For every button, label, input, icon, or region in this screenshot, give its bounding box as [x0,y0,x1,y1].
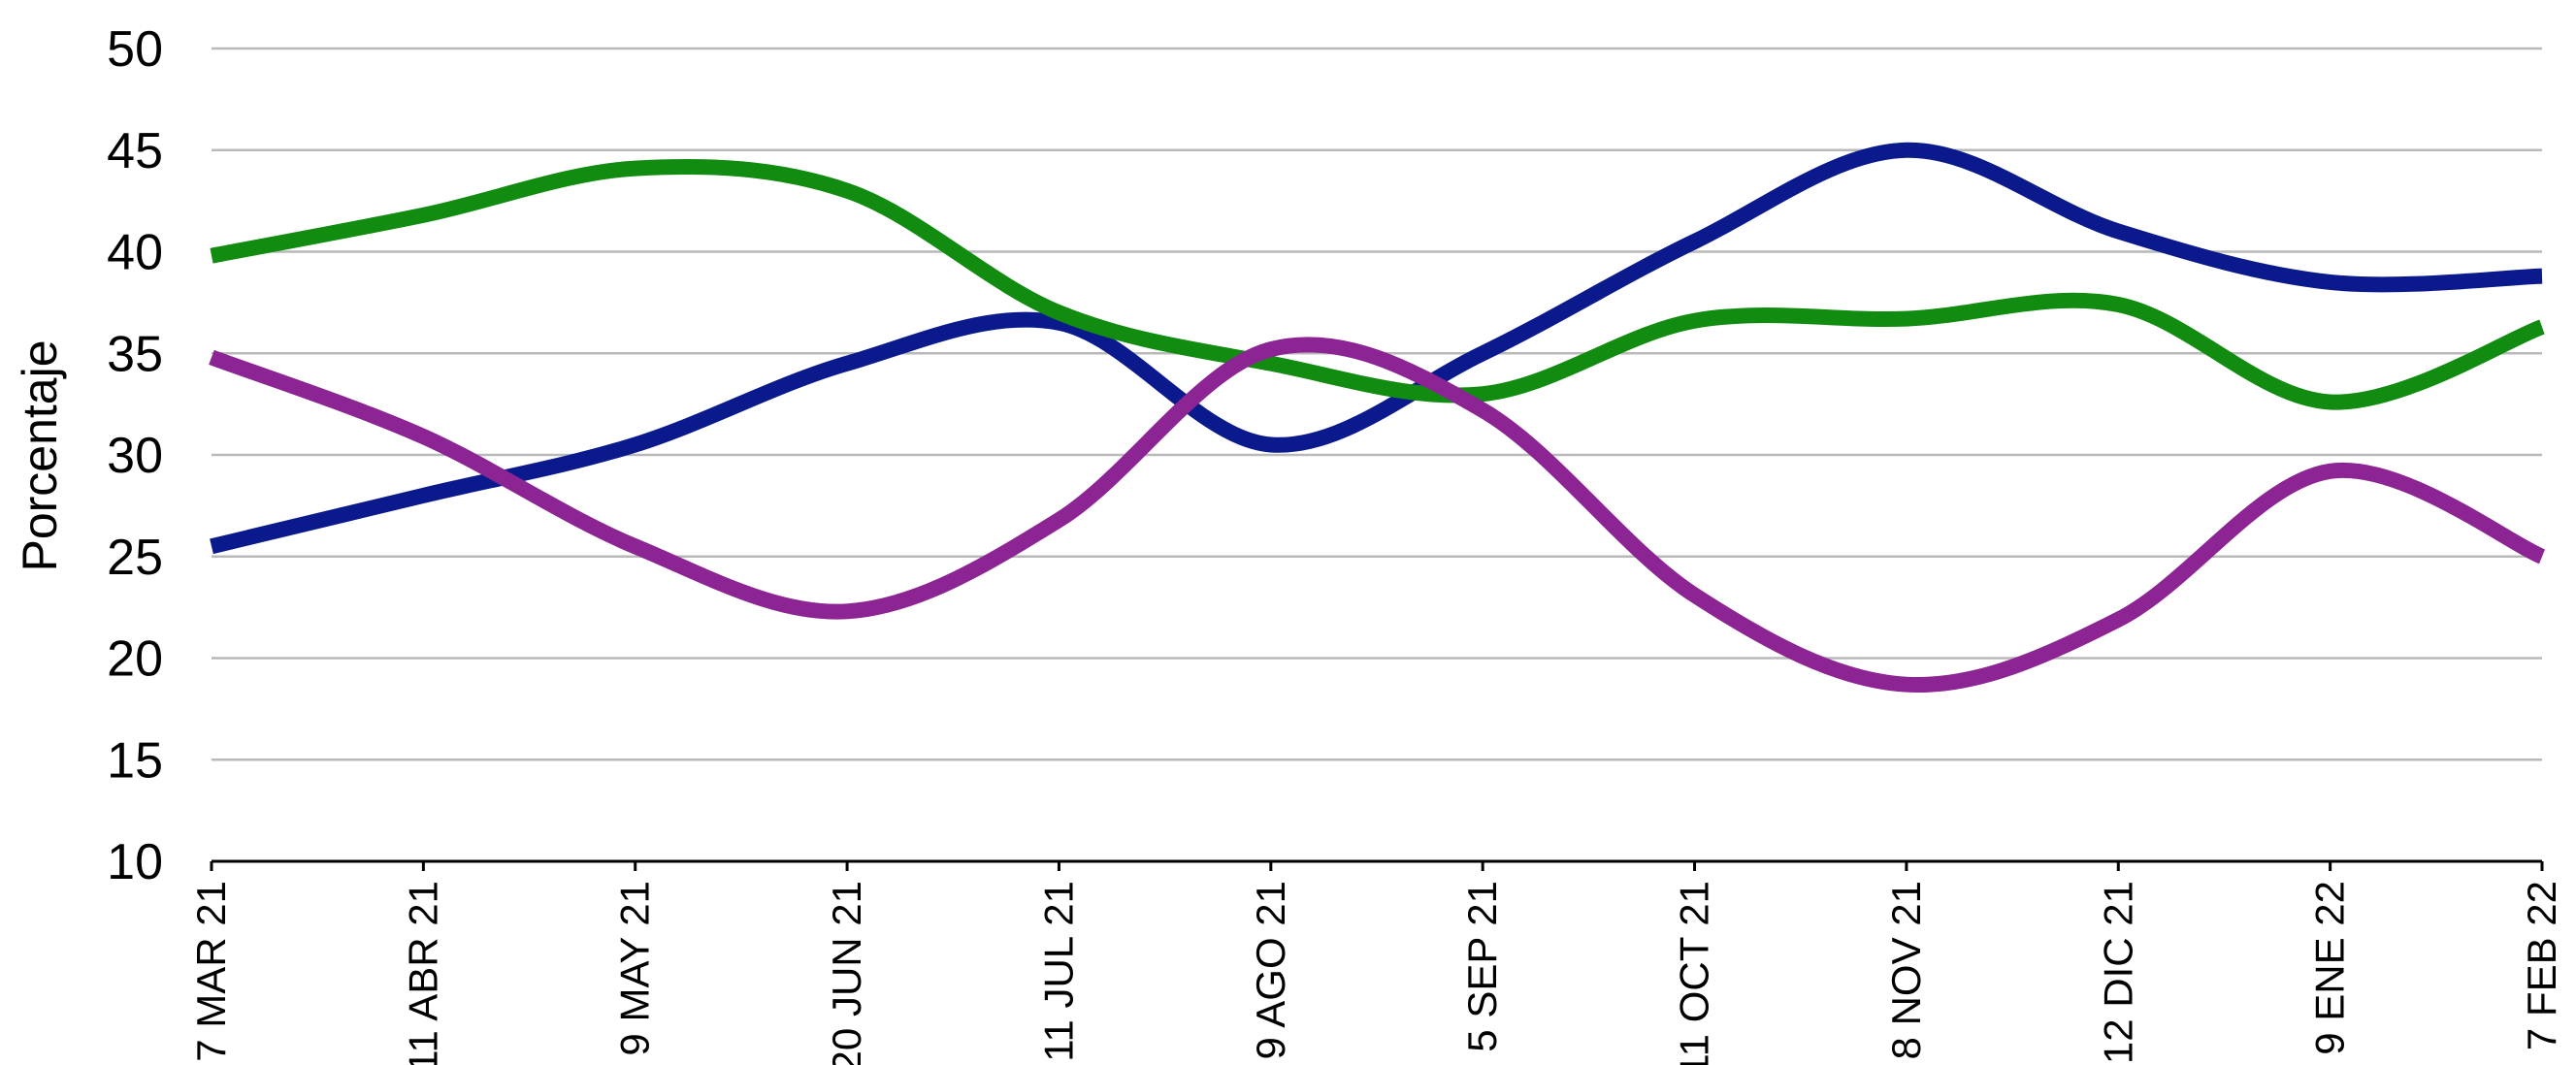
x-tick-label: 9 ENE 22 [2307,881,2353,1055]
y-tick-label: 40 [107,225,163,281]
x-tick-label: 7 FEB 22 [2519,881,2564,1050]
y-tick-label: 45 [107,123,163,179]
y-axis-label: Porcentaje [13,339,67,571]
x-tick-label: 7 MAR 21 [188,881,234,1062]
x-tick-label: 11 OCT 21 [1672,881,1717,1065]
x-tick-label: 8 NOV 21 [1883,881,1929,1059]
series-line-2 [210,158,2545,410]
series-lines [209,142,2546,694]
x-tick-labels: 7 MAR 21 11 ABR 21 9 MAY 21 20 JUN 21 11 JUL… [188,881,2564,1065]
series-line-1 [210,142,2543,555]
y-tick-label: 10 [107,834,163,890]
x-tick-label: 20 JUN 21 [824,881,869,1065]
axes [210,859,2544,871]
x-tick-label: 9 MAY 21 [612,881,658,1056]
gridlines [212,47,2542,761]
y-tick-label: 30 [107,428,163,484]
y-tick-label: 15 [107,732,163,789]
series-line-3 [209,337,2546,694]
y-tick-labels: 10 15 20 25 30 35 40 45 50 [107,21,163,890]
y-tick-label: 50 [107,21,163,78]
x-tick-label: 9 AGO 21 [1248,881,1293,1059]
y-tick-label: 25 [107,530,163,586]
x-tick-label: 11 JUL 21 [1035,881,1081,1062]
y-tick-label: 20 [107,631,163,688]
y-tick-label: 35 [107,326,163,382]
x-tick-label: 11 ABR 21 [400,881,445,1065]
x-tick-label: 12 DIC 21 [2095,881,2140,1064]
x-tick-label: 5 SEP 21 [1459,881,1505,1052]
